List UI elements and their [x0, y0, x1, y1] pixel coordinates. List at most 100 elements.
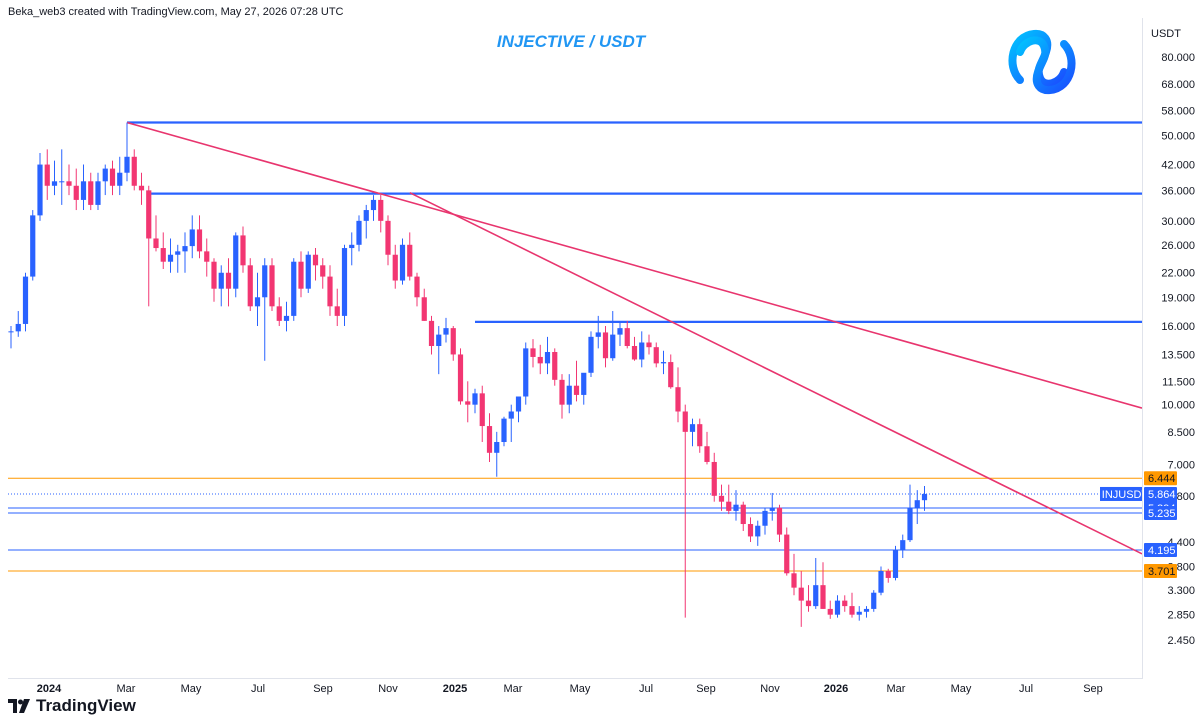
candle	[44, 149, 50, 200]
candle-body	[907, 507, 913, 541]
candle-body	[921, 493, 928, 501]
candle-body	[102, 168, 108, 182]
candle	[776, 504, 783, 543]
candle-body	[653, 347, 659, 364]
candlestick-chart[interactable]: INJUSDT	[8, 18, 1150, 678]
price-tick-label: 2.850	[1167, 610, 1195, 622]
candle	[160, 232, 166, 269]
candle	[37, 153, 43, 221]
candle-body	[697, 424, 703, 447]
candle-body	[515, 396, 522, 412]
price-tick-label: 13.500	[1161, 349, 1195, 361]
candle	[66, 164, 72, 196]
candle	[798, 571, 804, 627]
candle-body	[682, 411, 688, 432]
candle-body	[312, 254, 319, 266]
candle-body	[254, 297, 261, 307]
candle	[610, 311, 616, 361]
candle	[784, 527, 790, 576]
chart-header: Beka_web3 created with TradingView.com, …	[8, 6, 344, 18]
candle	[494, 431, 500, 477]
price-badge	[1144, 486, 1177, 501]
candle	[863, 606, 870, 618]
candle	[486, 413, 493, 462]
footer: TradingView	[8, 694, 136, 718]
candle-body	[378, 199, 384, 221]
candle	[515, 396, 522, 423]
price-axis[interactable]: USDT 80.000 68.000 58.000 50.000 42.000 36.00…	[1143, 18, 1200, 678]
candle	[254, 272, 261, 327]
candle-body	[892, 549, 899, 578]
candle	[697, 418, 703, 453]
candle-body	[660, 362, 667, 364]
candle	[291, 258, 297, 321]
candle	[689, 418, 696, 447]
candle-body	[428, 320, 435, 346]
price-badge-label: 5.864	[1148, 489, 1176, 501]
candle-body	[247, 265, 253, 307]
candle-body	[769, 507, 775, 511]
candle-body	[726, 501, 732, 511]
candle-body	[211, 261, 217, 289]
price-tick-label: 36.000	[1161, 185, 1195, 197]
symbol-badge-label: INJUSDT	[1102, 489, 1142, 501]
symbol-badge	[1100, 486, 1150, 501]
candle	[73, 168, 79, 211]
candle	[711, 452, 717, 502]
candle	[109, 160, 116, 196]
candle	[204, 238, 210, 277]
candle	[378, 195, 384, 233]
candle	[871, 590, 877, 612]
candle-body	[508, 411, 514, 419]
price-tick-label: 2.450	[1167, 635, 1195, 647]
candle-body	[646, 342, 652, 348]
time-axis-ticks: 2024 Mar May Jul Sep Nov 2025 Mar May Jul Sep Nov 20…	[37, 683, 1103, 695]
candle-body	[153, 238, 159, 249]
candle-body	[668, 362, 674, 388]
candle-body	[842, 600, 848, 607]
candle	[791, 553, 797, 596]
candle-body	[711, 461, 717, 496]
candle	[885, 568, 891, 583]
candle-body	[283, 315, 290, 321]
candle	[573, 360, 580, 402]
candle	[733, 490, 739, 521]
candle	[341, 244, 348, 327]
candle	[914, 490, 920, 525]
candle-body	[639, 342, 645, 360]
candle	[22, 272, 29, 332]
chart-area[interactable]: INJUSDT	[8, 18, 1150, 679]
candle-body	[443, 328, 449, 335]
candle-body	[95, 181, 101, 205]
candle	[196, 215, 203, 259]
candle-body	[494, 442, 500, 453]
candle-body	[581, 372, 587, 395]
candle	[617, 322, 623, 346]
candle-body	[131, 156, 137, 186]
candle	[472, 388, 478, 414]
price-badge-label: 5.235	[1148, 508, 1176, 520]
candle-body	[51, 181, 58, 186]
candle	[747, 517, 754, 543]
candle	[117, 156, 123, 196]
price-badge	[1144, 471, 1177, 486]
candle	[842, 595, 848, 612]
candle-body	[37, 164, 43, 216]
candle	[653, 342, 659, 368]
price-tick-label: 16.000	[1161, 321, 1195, 333]
candle-body	[88, 181, 94, 205]
candle-body	[407, 244, 413, 277]
candle	[813, 557, 819, 609]
candle-body	[436, 334, 442, 346]
candle-body	[791, 573, 797, 588]
time-tick-label: May	[951, 683, 972, 695]
candle-body	[849, 606, 855, 615]
time-tick-label: Sep	[696, 683, 716, 695]
price-badge-label: 4.195	[1148, 545, 1176, 557]
candle	[276, 297, 282, 327]
time-axis[interactable]: 2024 Mar May Jul Sep Nov 2025 Mar May Jul Sep Nov 20…	[8, 678, 1142, 698]
candle-body	[233, 235, 239, 289]
candle	[639, 331, 645, 368]
candle-body	[341, 248, 348, 316]
candle-body	[805, 600, 812, 607]
